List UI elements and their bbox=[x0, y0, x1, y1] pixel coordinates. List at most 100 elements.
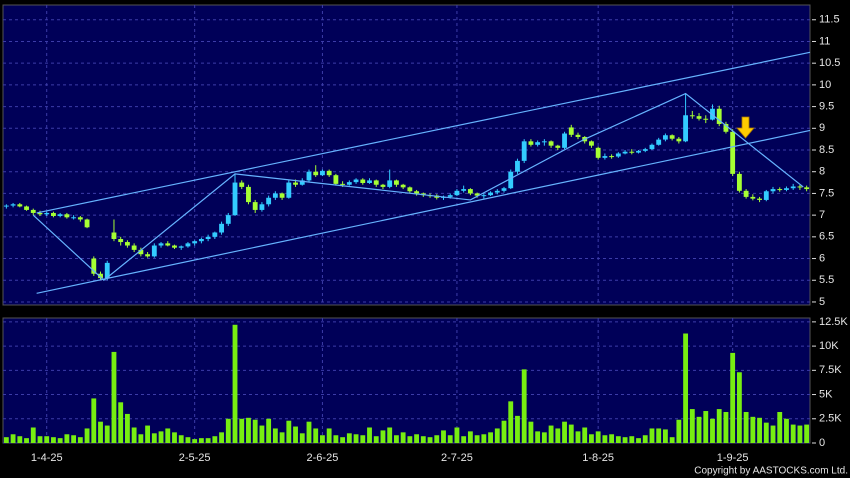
x-tick-label: 1-9-25 bbox=[717, 452, 749, 464]
volume-bar bbox=[676, 419, 682, 443]
volume-bar bbox=[340, 437, 346, 443]
signal-arrow bbox=[736, 116, 755, 139]
volume-bar bbox=[797, 425, 803, 443]
volume-bar bbox=[555, 428, 561, 443]
volume-panel bbox=[2, 317, 811, 444]
candle-body bbox=[219, 223, 224, 233]
volume-bar bbox=[313, 428, 319, 443]
trendline bbox=[36, 51, 811, 214]
candle-body bbox=[306, 171, 312, 181]
volume-bar bbox=[3, 437, 9, 443]
candle-body bbox=[340, 183, 346, 185]
candle-body bbox=[111, 232, 117, 240]
volume-bar bbox=[790, 424, 796, 443]
candle-body bbox=[400, 184, 406, 188]
volume-bar bbox=[239, 418, 245, 443]
y-tick-label: 5 bbox=[819, 296, 825, 308]
volume-bar bbox=[118, 402, 124, 443]
candle-body bbox=[172, 245, 177, 248]
volume-bar bbox=[360, 435, 366, 443]
volume-bar bbox=[804, 424, 810, 443]
candle-body bbox=[272, 193, 278, 198]
volume-bar bbox=[447, 435, 453, 443]
volume-bar bbox=[548, 425, 554, 443]
volume-bar bbox=[77, 437, 83, 443]
candle-body bbox=[609, 156, 615, 158]
candle-body bbox=[44, 212, 50, 215]
candle-body bbox=[562, 133, 567, 148]
volume-bar bbox=[293, 426, 298, 443]
candle-body bbox=[790, 186, 796, 189]
volume-bar bbox=[595, 431, 601, 443]
volume-bar bbox=[205, 438, 211, 443]
candle-body bbox=[636, 150, 641, 153]
candle-body bbox=[360, 179, 366, 184]
candle-body bbox=[528, 141, 534, 145]
volume-bar bbox=[225, 418, 231, 443]
volume-bar bbox=[10, 434, 16, 443]
y-tick-label: 11 bbox=[819, 35, 830, 47]
volume-bar bbox=[696, 416, 702, 443]
candle-body bbox=[185, 243, 191, 247]
candle-body bbox=[541, 141, 547, 143]
volume-bar bbox=[71, 435, 77, 443]
candle-body bbox=[568, 127, 574, 135]
volume-bar bbox=[743, 411, 749, 443]
candle-body bbox=[696, 116, 702, 119]
volume-bar bbox=[508, 401, 514, 443]
candle-body bbox=[138, 249, 144, 255]
candle-body bbox=[649, 144, 655, 150]
candle-body bbox=[313, 171, 319, 176]
volume-bar bbox=[541, 432, 547, 443]
volume-bar bbox=[562, 421, 567, 443]
y-tick-label: 12.5K bbox=[819, 316, 848, 328]
candle-body bbox=[602, 156, 608, 158]
candle-body bbox=[104, 262, 110, 279]
candle-body bbox=[252, 202, 258, 210]
candle-body bbox=[91, 258, 97, 274]
candle-body bbox=[555, 145, 561, 148]
volume-bar bbox=[151, 433, 157, 443]
volume-bar bbox=[306, 421, 312, 443]
x-tick-label: 2-6-25 bbox=[307, 452, 339, 464]
y-tick-label: 8 bbox=[819, 166, 825, 178]
volume-bar bbox=[57, 438, 63, 443]
y-tick-label: 10.5 bbox=[819, 57, 840, 69]
candle-body bbox=[165, 243, 171, 246]
volume-bar bbox=[353, 434, 359, 443]
candle-body bbox=[30, 209, 36, 213]
volume-bar bbox=[326, 428, 332, 443]
volume-bar bbox=[259, 425, 265, 443]
volume-bar bbox=[279, 432, 285, 443]
y-tick-label: 6 bbox=[819, 252, 825, 264]
volume-bar bbox=[299, 433, 305, 443]
volume-bar bbox=[400, 432, 406, 443]
candle-body bbox=[689, 115, 695, 117]
candle-body bbox=[669, 135, 675, 139]
volume-bar bbox=[165, 428, 171, 443]
candle-body bbox=[158, 243, 164, 246]
y-tick-label: 5K bbox=[819, 388, 833, 400]
volume-bar bbox=[272, 428, 278, 443]
volume-bar bbox=[609, 434, 615, 443]
volume-bar bbox=[44, 436, 50, 443]
volume-bar bbox=[474, 435, 480, 443]
candle-body bbox=[515, 160, 520, 172]
candle-body bbox=[676, 138, 682, 142]
volume-bar bbox=[736, 372, 742, 443]
candle-body bbox=[326, 170, 332, 176]
candle-body bbox=[246, 186, 251, 203]
volume-bar bbox=[192, 439, 198, 443]
volume-bar bbox=[178, 435, 184, 443]
candle-body bbox=[178, 246, 184, 248]
volume-bar bbox=[454, 427, 460, 443]
candle-body bbox=[508, 171, 514, 189]
candle-body bbox=[777, 189, 783, 191]
candle-body bbox=[797, 186, 803, 188]
candle-body bbox=[387, 180, 393, 187]
volume-bar bbox=[757, 417, 762, 443]
candle-body bbox=[642, 149, 648, 151]
volume-bar bbox=[198, 438, 204, 443]
volume-bar bbox=[716, 409, 722, 443]
